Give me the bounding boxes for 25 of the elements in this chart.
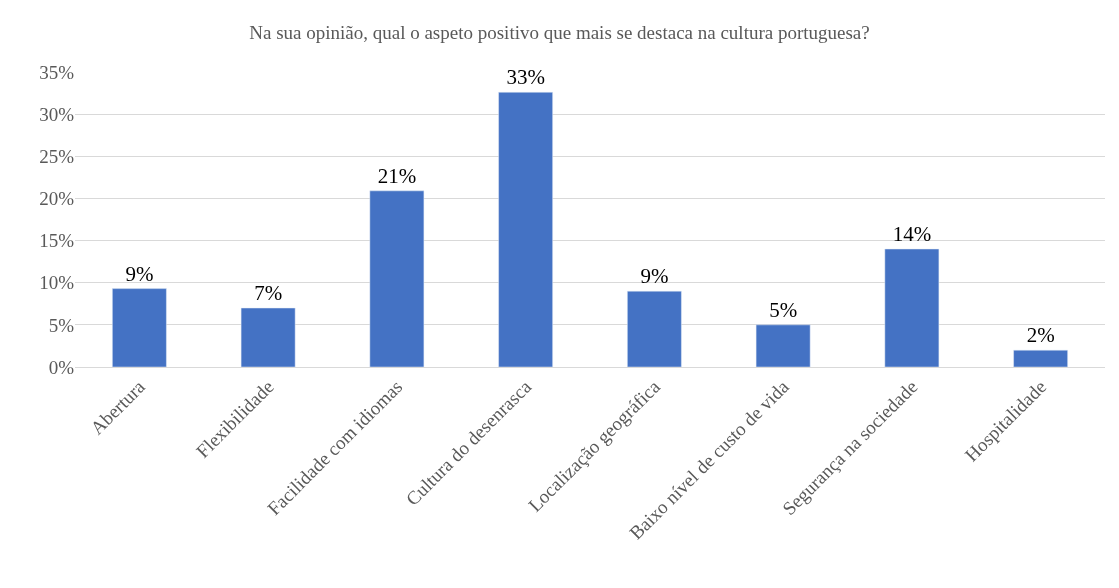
bar xyxy=(1013,349,1068,367)
y-tick-label: 20% xyxy=(39,188,75,210)
y-tick-label: 25% xyxy=(39,145,75,167)
y-tick-label: 5% xyxy=(48,314,75,336)
data-label: 7% xyxy=(254,281,283,305)
y-tick-label: 15% xyxy=(39,230,75,252)
bar xyxy=(627,290,682,367)
data-label: 21% xyxy=(377,163,417,188)
bar xyxy=(755,324,811,367)
bar xyxy=(112,288,167,367)
bar xyxy=(240,307,296,367)
y-tick-label: 30% xyxy=(39,103,75,125)
y-tick-label: 0% xyxy=(48,356,75,378)
data-label: 5% xyxy=(769,297,798,322)
data-label: 9% xyxy=(640,264,669,289)
data-label: 33% xyxy=(506,65,545,90)
bar xyxy=(498,91,553,367)
data-label: 2% xyxy=(1026,323,1055,348)
data-label: 14% xyxy=(892,222,932,246)
bar xyxy=(369,190,425,367)
y-tick-label: 35% xyxy=(39,61,75,83)
data-label: 9% xyxy=(125,261,154,286)
chart-title: Na sua opinião, qual o aspeto positivo que mais se destaca na cultura portuguesa? xyxy=(249,21,870,43)
bar xyxy=(884,248,940,367)
y-tick-label: 10% xyxy=(39,272,75,294)
